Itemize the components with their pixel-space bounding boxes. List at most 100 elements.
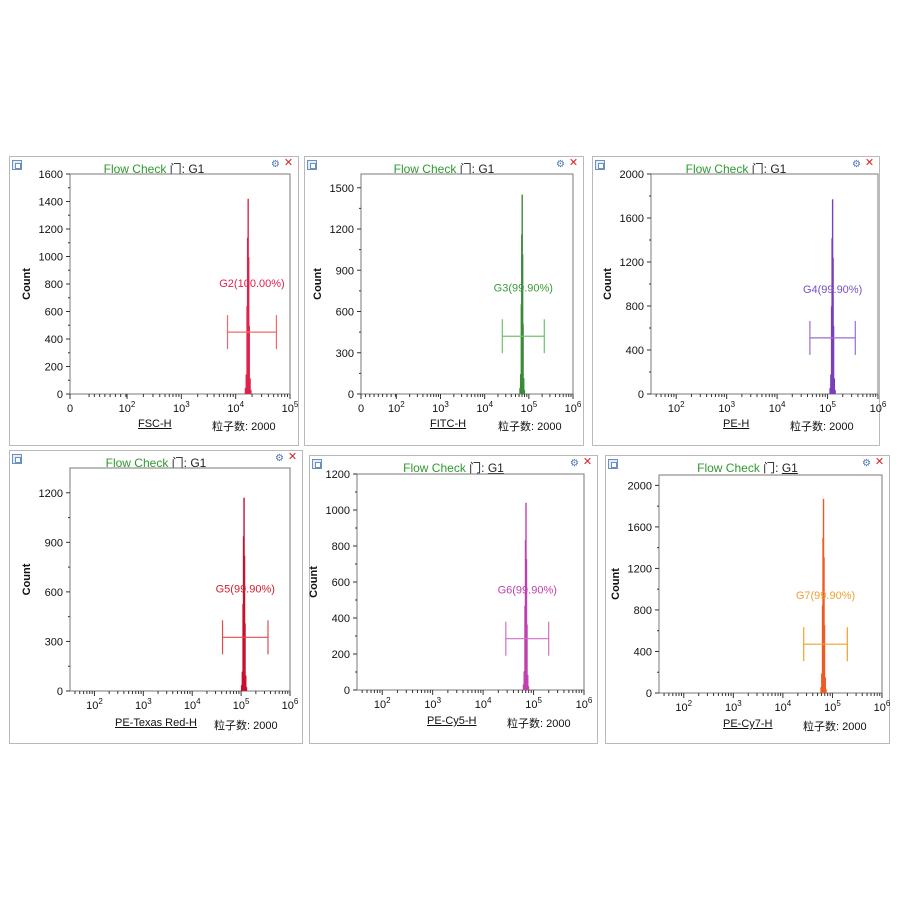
event-count-value: 2000 [546,718,571,730]
y-tick-label: 800 [332,541,350,553]
y-axis-label: Count [610,568,622,600]
gate-link[interactable]: G1 [770,162,787,176]
window-icon[interactable] [12,454,22,464]
gate-link[interactable]: G1 [478,162,495,176]
plot-area [69,467,291,692]
x-parameter-selector[interactable]: PE-Cy5-H [427,715,477,727]
x-tick-label: 102 [675,699,692,714]
title-prefix: Flow Check [105,456,169,470]
histogram-svg: 0 400 800 1200 1600 2000 Count 102 103 104 105 106 G… [610,474,891,714]
y-axis-label: Count [312,268,324,300]
title-prefix: Flow Check [393,162,457,176]
histogram-panel-pe-texas-red: ⚙ ✕ Flow Check 门: G1 0 300 600 900 1200 Count 102… [9,450,303,744]
gear-icon[interactable]: ⚙ [275,453,284,464]
gear-icon[interactable]: ⚙ [852,159,861,170]
window-icon[interactable] [312,459,322,469]
y-tick-label: 1200 [330,224,354,236]
histogram-panel-pe: ⚙ ✕ Flow Check 门: G1 0 400 800 1200 1600 2000 Cou… [592,156,887,446]
window-icon[interactable] [595,160,605,170]
window-icon[interactable] [608,459,618,469]
x-tick-exponent: 4 [196,697,201,706]
x-tick-exponent: 4 [487,696,492,705]
plot-area [356,473,585,691]
y-tick-label: 300 [336,348,354,360]
x-tick-exponent: 3 [185,400,190,409]
gate-link[interactable]: G1 [188,162,205,176]
close-icon[interactable]: ✕ [582,456,593,468]
event-count: 粒子数: 2000 [498,418,562,434]
panel-title: Flow Check 门: G1 [305,160,583,177]
x-tick-exponent: 5 [294,400,299,409]
x-tick-exponent: 6 [882,400,887,409]
y-tick-label: 200 [45,362,63,374]
x-tick-label: 104 [769,400,786,415]
close-icon[interactable]: ✕ [568,157,579,169]
gate-link[interactable]: G1 [190,456,207,470]
y-tick-label: 1200 [628,563,652,575]
title-prefix: Flow Check [403,461,466,475]
x-tick-exponent: 5 [537,696,542,705]
event-count-value: 2000 [537,421,562,433]
panel-title: Flow Check 门: G1 [310,459,597,476]
y-tick-label: 900 [336,265,354,277]
x-tick-exponent: 6 [577,400,582,409]
gear-icon[interactable]: ⚙ [556,159,565,170]
x-parameter-selector[interactable]: PE-Cy7-H [723,718,773,730]
y-tick-label: 200 [332,649,350,661]
y-tick-label: 0 [57,686,63,698]
close-icon[interactable]: ✕ [283,157,294,169]
y-tick-label: 300 [45,636,63,648]
x-tick-exponent: 2 [131,400,136,409]
x-tick-exponent: 6 [294,697,299,706]
y-tick-label: 0 [348,389,354,401]
y-tick-label: 900 [45,537,63,549]
y-tick-label: 1400 [39,197,63,209]
y-tick-label: 1200 [620,257,644,269]
y-tick-label: 1000 [39,252,63,264]
x-tick-label: 105 [819,400,836,415]
event-count-value: 2000 [829,421,854,433]
x-tick-label: 103 [173,400,190,415]
close-icon[interactable]: ✕ [287,451,298,463]
gate-link[interactable]: G1 [781,461,798,475]
close-icon[interactable]: ✕ [874,456,885,468]
title-prefix: Flow Check [103,162,167,176]
histogram-svg: 0 300 600 900 1200 1500 Count 0 102 103 104 105 106 G… [312,173,582,415]
x-parameter-selector[interactable]: PE-H [723,418,750,430]
y-tick-label: 1200 [39,224,63,236]
window-icon[interactable] [307,160,317,170]
x-tick-exponent: 5 [533,400,538,409]
event-count: 粒子数: 2000 [214,717,278,733]
x-parameter-selector[interactable]: FSC-H [138,418,172,430]
event-count: 粒子数: 2000 [507,715,571,731]
y-tick-label: 1200 [39,488,63,500]
x-tick-label: 102 [119,400,136,415]
close-icon[interactable]: ✕ [864,157,875,169]
y-tick-label: 0 [646,688,652,700]
x-tick-exponent: 2 [98,697,103,706]
y-axis-label: Count [21,563,33,595]
event-count-value: 2000 [842,721,867,733]
x-tick-label: 103 [432,400,449,415]
gear-icon[interactable]: ⚙ [862,458,871,469]
title-separator: 门: [166,162,185,176]
gate-marker-label: G5(99.90%) [216,583,275,595]
y-tick-label: 1600 [620,213,644,225]
y-tick-label: 400 [45,334,63,346]
y-tick-label: 1600 [39,169,63,181]
x-tick-exponent: 5 [245,697,250,706]
y-tick-label: 1500 [330,183,354,195]
panel-title: Flow Check 门: G1 [606,459,889,476]
gear-icon[interactable]: ⚙ [271,159,280,170]
event-count-label: 粒子数: [212,421,249,433]
x-parameter-selector[interactable]: FITC-H [430,418,467,430]
x-tick-label: 106 [565,400,582,415]
x-parameter-selector[interactable]: PE-Texas Red-H [115,717,197,729]
gear-icon[interactable]: ⚙ [570,458,579,469]
event-count: 粒子数: 2000 [803,718,867,734]
y-axis-label: Count [21,268,33,300]
gate-link[interactable]: G1 [487,461,504,475]
y-tick-label: 1000 [326,505,350,517]
x-tick-exponent: 2 [680,400,685,409]
window-icon[interactable] [12,160,22,170]
